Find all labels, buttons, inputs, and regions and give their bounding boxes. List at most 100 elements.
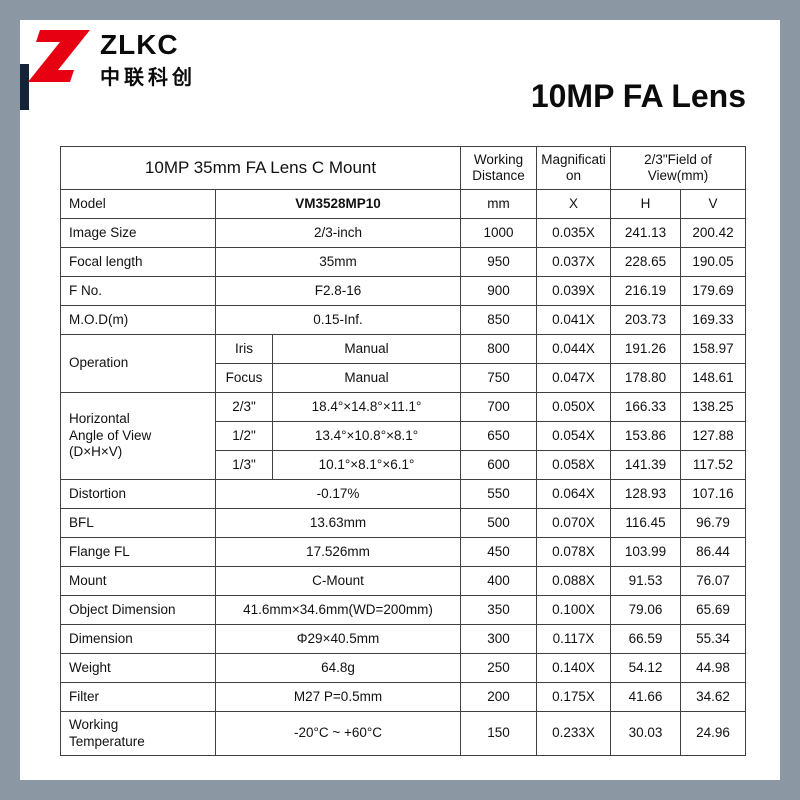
fov-h-cell: 41.66 [610,682,681,712]
wd-cell: 800 [460,334,537,364]
fov-v-cell: 44.98 [680,653,746,683]
wd-cell: 650 [460,421,537,451]
unit-mm: mm [460,189,537,219]
spec-value: 64.8g [215,653,461,683]
wd-cell: 550 [460,479,537,509]
spec-sub-label: Iris [215,334,273,364]
fov-v-cell: 65.69 [680,595,746,625]
fov-h-cell: 228.65 [610,247,681,277]
fov-v-cell: 190.05 [680,247,746,277]
spec-value: 2/3-inch [215,218,461,248]
brand-text-block: ZLKC 中联科创 [100,29,196,90]
fov-h-cell: 103.99 [610,537,681,567]
mag-cell: 0.050X [536,392,611,422]
spec-label: M.O.D(m) [60,305,216,335]
fov-h-cell: 116.45 [610,508,681,538]
row-object-dimension: Object Dimension 41.6mm×34.6mm(WD=200mm)… [60,595,746,625]
spec-table-title: 10MP 35mm FA Lens C Mount [60,146,461,190]
wd-cell: 600 [460,450,537,480]
spec-label: F No. [60,276,216,306]
unit-v: V [680,189,746,219]
spec-value: 13.4°×10.8°×8.1° [272,421,461,451]
fov-v-cell: 138.25 [680,392,746,422]
row-operation-focus: Focus Manual 750 0.047X 178.80 148.61 [61,363,746,393]
spec-label: Focal length [60,247,216,277]
wd-cell: 200 [460,682,537,712]
mag-cell: 0.041X [536,305,611,335]
row-angle-12: 1/2" 13.4°×10.8°×8.1° 650 0.054X 153.86 … [61,421,746,451]
spec-value: -0.17% [215,479,461,509]
wd-cell: 1000 [460,218,537,248]
fov-h-cell: 91.53 [610,566,681,596]
row-mount: Mount C-Mount 400 0.088X 91.53 76.07 [60,566,746,596]
mag-cell: 0.070X [536,508,611,538]
fov-h-cell: 191.26 [610,334,681,364]
fov-v-cell: 96.79 [680,508,746,538]
spec-label: Dimension [60,624,216,654]
fov-h-cell: 153.86 [610,421,681,451]
fov-v-cell: 200.42 [680,218,746,248]
spec-label: Model [60,189,216,219]
wd-cell: 150 [460,711,537,756]
spec-label: Working Temperature [60,711,216,756]
col-field-of-view: 2/3"Field of View(mm) [610,146,746,190]
brand-name-cn: 中联科创 [100,66,196,89]
row-focal-length: Focal length 35mm 950 0.037X 228.65 190.… [60,247,746,277]
spec-value: VM3528MP10 [215,189,461,219]
spec-sub-label: Focus [215,363,273,393]
mag-cell: 0.100X [536,595,611,625]
spec-label: BFL [60,508,216,538]
spec-group-label: Horizontal Angle of View (D×H×V) [60,392,216,480]
brand-name: ZLKC [100,29,179,60]
spec-value: Manual [272,334,461,364]
fov-v-cell: 24.96 [680,711,746,756]
mag-cell: 0.064X [536,479,611,509]
mag-cell: 0.233X [536,711,611,756]
fov-v-cell: 179.69 [680,276,746,306]
spec-label: Object Dimension [60,595,216,625]
spec-sub-label: 1/3" [215,450,273,480]
spec-sub-label: 1/2" [215,421,273,451]
fov-v-cell: 107.16 [680,479,746,509]
fov-v-cell: 76.07 [680,566,746,596]
zlkc-logo-icon [28,30,90,89]
spec-value: 13.63mm [215,508,461,538]
wd-cell: 750 [460,363,537,393]
spec-value: 0.15-Inf. [215,305,461,335]
spec-group-label: Operation [60,334,216,393]
fov-h-cell: 79.06 [610,595,681,625]
row-bfl: BFL 13.63mm 500 0.070X 116.45 96.79 [60,508,746,538]
spec-sub-label: 2/3" [215,392,273,422]
mag-cell: 0.088X [536,566,611,596]
fov-v-cell: 117.52 [680,450,746,480]
fov-v-cell: 55.34 [680,624,746,654]
fov-v-cell: 158.97 [680,334,746,364]
spec-label: Filter [60,682,216,712]
spec-value: F2.8-16 [215,276,461,306]
col-working-distance: Working Distance [460,146,537,190]
page-title: 10MP FA Lens [530,78,746,114]
wd-cell: 500 [460,508,537,538]
fov-v-cell: 148.61 [680,363,746,393]
mag-cell: 0.117X [536,624,611,654]
spec-label: Distortion [60,479,216,509]
wd-cell: 850 [460,305,537,335]
spec-value: -20°C ~ +60°C [215,711,461,756]
mag-cell: 0.037X [536,247,611,277]
mag-cell: 0.039X [536,276,611,306]
mag-cell: 0.054X [536,421,611,451]
row-flange-fl: Flange FL 17.526mm 450 0.078X 103.99 86.… [60,537,746,567]
spec-value: Φ29×40.5mm [215,624,461,654]
spec-table: 10MP 35mm FA Lens C Mount Working Distan… [60,146,746,756]
fov-h-cell: 30.03 [610,711,681,756]
fov-h-cell: 141.39 [610,450,681,480]
row-angle-23: Horizontal Angle of View (D×H×V) 2/3" 18… [60,392,746,480]
wd-cell: 300 [460,624,537,654]
wd-cell: 700 [460,392,537,422]
row-filter: Filter M27 P=0.5mm 200 0.175X 41.66 34.6… [60,682,746,712]
wd-cell: 450 [460,537,537,567]
mag-cell: 0.035X [536,218,611,248]
left-edge-accent [20,64,29,110]
col-magnification: Magnification [536,146,611,190]
